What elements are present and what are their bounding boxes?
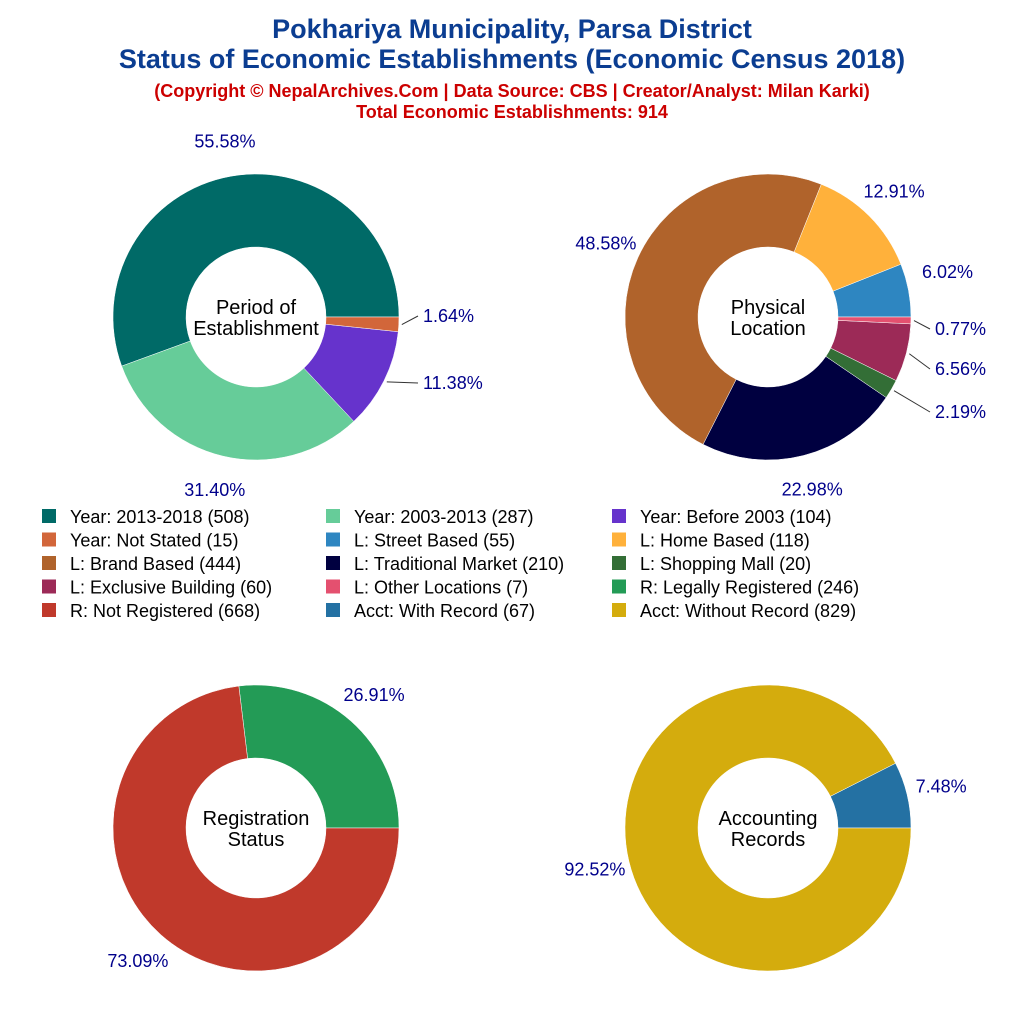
legend-swatch: [326, 509, 340, 523]
legend-label: L: Brand Based (444): [70, 554, 241, 574]
leader-line: [401, 315, 419, 325]
legend-swatch: [612, 509, 626, 523]
legend-item: L: Home Based (118): [612, 531, 810, 551]
legend-swatch: [612, 532, 626, 547]
legend-item: Acct: Without Record (829): [612, 601, 856, 621]
legend-item: Year: Not Stated (15): [42, 531, 238, 551]
percent-label: 7.48%: [916, 777, 967, 797]
percent-label: 6.56%: [935, 359, 986, 379]
legend-item: L: Street Based (55): [326, 531, 515, 551]
center-label: Establishment: [193, 318, 319, 340]
legend-label: Acct: Without Record (829): [640, 601, 856, 621]
percent-label: 0.77%: [935, 319, 986, 339]
percent-label: 2.19%: [935, 402, 986, 422]
center-label: Accounting: [719, 808, 818, 830]
legend-item: Year: Before 2003 (104): [612, 507, 831, 527]
title-line-2: Status of Economic Establishments (Econo…: [119, 44, 905, 74]
percent-label: 31.40%: [184, 480, 245, 500]
percent-label: 11.38%: [423, 373, 483, 393]
leader-line: [893, 390, 931, 413]
center-label: Status: [228, 829, 285, 851]
center-label: Location: [730, 318, 806, 340]
legend-item: L: Brand Based (444): [42, 554, 241, 574]
donut-chart-2: 6.02% 12.91% 48.58% 22.98% 2.19% 6.56% 0.77% Ph…: [575, 173, 986, 499]
legend-swatch: [42, 579, 56, 594]
slice-l-other-locations[interactable]: [837, 316, 912, 325]
legend-label: L: Traditional Market (210): [354, 554, 564, 574]
percent-label: 92.52%: [564, 859, 625, 879]
leader-line: [909, 353, 931, 370]
legend-swatch: [42, 532, 56, 547]
legend-label: R: Legally Registered (246): [640, 578, 859, 598]
legend-item: Acct: With Record (67): [326, 601, 535, 621]
legend-item: R: Not Registered (668): [42, 601, 260, 621]
total-line: Total Economic Establishments: 914: [356, 102, 668, 122]
legend-item: L: Traditional Market (210): [326, 554, 564, 574]
slice-r-not-registered[interactable]: [112, 685, 400, 972]
percent-label: 55.58%: [194, 132, 255, 152]
legend-label: L: Other Locations (7): [354, 578, 528, 598]
percent-label: 6.02%: [922, 262, 973, 282]
slice-acct-without-record[interactable]: [624, 684, 912, 972]
legend-swatch: [42, 556, 56, 570]
legend-item: R: Legally Registered (246): [612, 578, 859, 598]
percent-label: 26.91%: [344, 685, 405, 705]
slice-year-2013-2018[interactable]: [112, 173, 400, 367]
center-label: Records: [731, 829, 805, 851]
copyright-line: (Copyright © NepalArchives.Com | Data So…: [154, 81, 869, 101]
leader-line: [386, 381, 419, 384]
legend-item: L: Shopping Mall (20): [612, 554, 811, 574]
legend-label: L: Shopping Mall (20): [640, 554, 811, 574]
legend-item: Year: 2003-2013 (287): [326, 507, 533, 527]
percent-label: 22.98%: [782, 479, 843, 499]
legend-label: L: Home Based (118): [640, 531, 810, 551]
legend: Year: 2013-2018 (508) Year: 2003-2013 (28…: [42, 507, 859, 621]
legend-label: R: Not Registered (668): [70, 601, 260, 621]
percent-label: 48.58%: [575, 233, 636, 253]
slice-year-not-stated[interactable]: [325, 316, 400, 332]
legend-item: L: Exclusive Building (60): [42, 578, 272, 598]
legend-item: L: Other Locations (7): [326, 578, 528, 598]
percent-label: 12.91%: [864, 181, 925, 201]
donut-chart-1: 55.58% 31.40% 11.38% 1.64% Period ofEstablis…: [112, 132, 483, 500]
legend-label: Year: 2013-2018 (508): [70, 507, 249, 527]
legend-swatch: [612, 579, 626, 594]
legend-swatch: [42, 603, 56, 617]
percent-label: 73.09%: [107, 951, 168, 971]
legend-swatch: [326, 556, 340, 570]
center-label: Period of: [216, 297, 296, 319]
legend-swatch: [612, 603, 626, 617]
center-label: Physical: [731, 297, 805, 319]
percent-label: 1.64%: [423, 306, 474, 326]
legend-item: Year: 2013-2018 (508): [42, 507, 249, 527]
legend-label: Year: 2003-2013 (287): [354, 507, 533, 527]
title-line-1: Pokhariya Municipality, Parsa District: [272, 14, 752, 44]
legend-swatch: [326, 532, 340, 547]
legend-label: Year: Not Stated (15): [70, 531, 238, 551]
slice-l-traditional-market[interactable]: [702, 356, 887, 461]
legend-label: Acct: With Record (67): [354, 601, 535, 621]
legend-swatch: [326, 579, 340, 594]
slice-r-legally-registered[interactable]: [238, 684, 400, 829]
legend-swatch: [612, 556, 626, 570]
legend-swatch: [42, 509, 56, 523]
leader-line: [913, 320, 931, 330]
legend-label: Year: Before 2003 (104): [640, 507, 831, 527]
legend-label: L: Street Based (55): [354, 531, 515, 551]
legend-label: L: Exclusive Building (60): [70, 578, 272, 598]
slice-year-2003-2013[interactable]: [121, 340, 355, 461]
legend-swatch: [326, 603, 340, 617]
center-label: Registration: [203, 808, 310, 830]
